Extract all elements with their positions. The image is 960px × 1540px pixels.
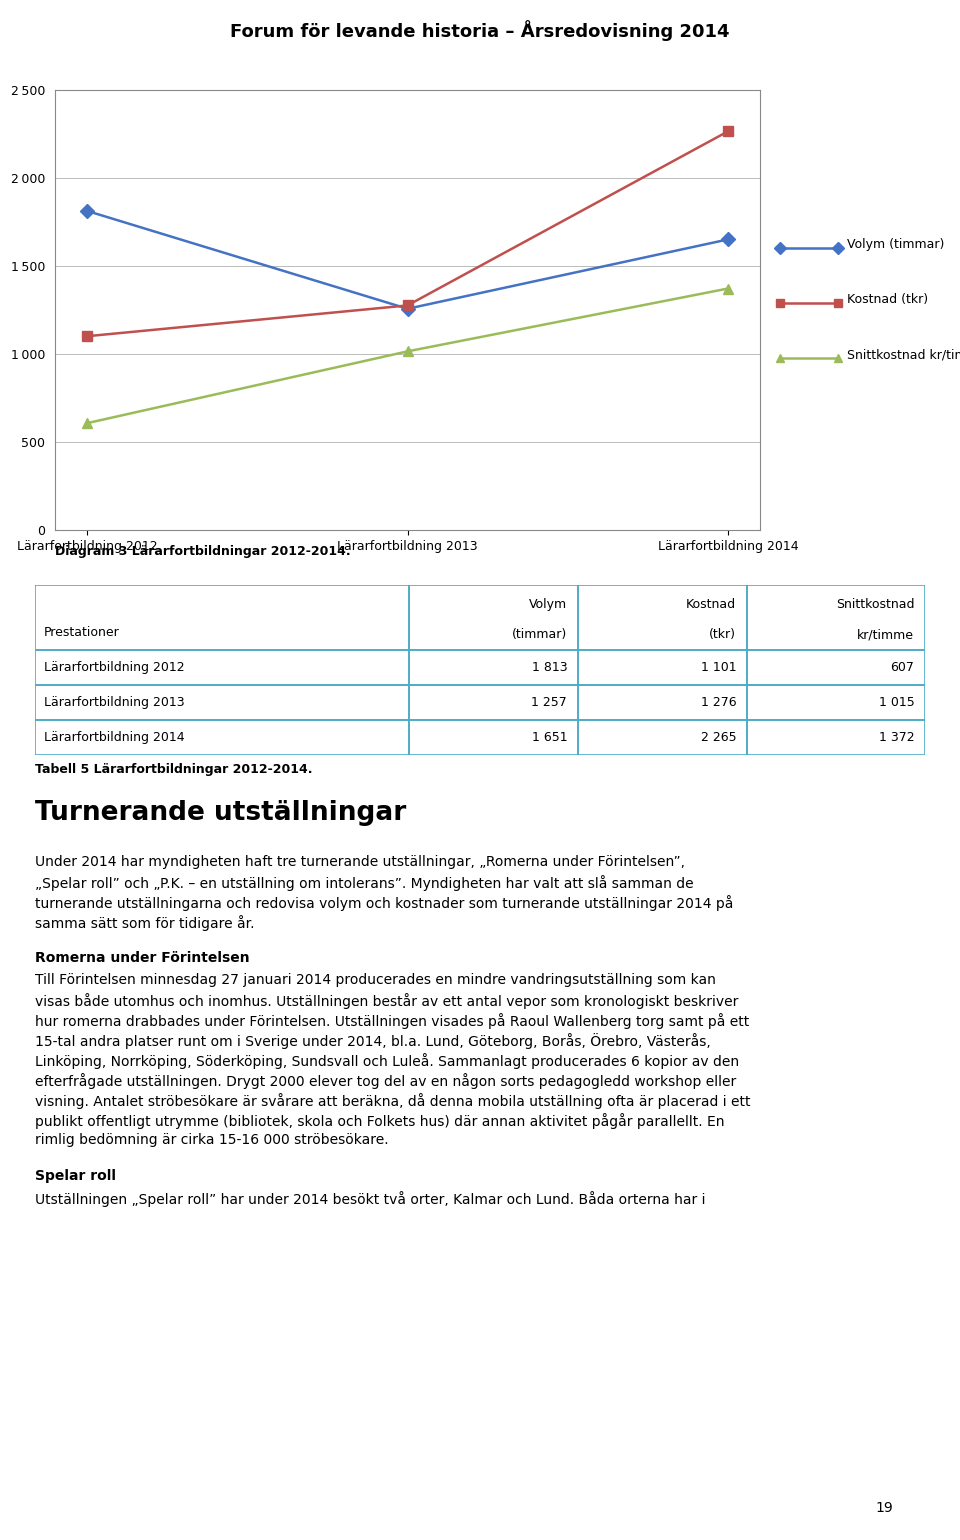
Text: Prestationer: Prestationer [44,627,120,639]
Text: 1 372: 1 372 [878,732,914,744]
Bar [747,650,925,685]
Text: „Spelar roll” och „P.K. – en utställning om intolerans”. Myndigheten har valt at: „Spelar roll” och „P.K. – en utställning… [35,875,693,892]
Bar [578,650,747,685]
Bar [35,650,409,685]
Text: (tkr): (tkr) [709,628,736,641]
Text: Volym: Volym [529,598,567,611]
Text: 1 276: 1 276 [701,696,736,708]
Text: 1 813: 1 813 [532,661,567,673]
Text: Volym (timmar): Volym (timmar) [848,239,945,251]
Bar [578,685,747,719]
Bar [35,585,409,650]
Text: Under 2014 har myndigheten haft tre turnerande utställningar, „Romerna under För: Under 2014 har myndigheten haft tre turn… [35,855,684,869]
Text: Utställningen „Spelar roll” har under 2014 besökt två orter, Kalmar och Lund. Bå: Utställningen „Spelar roll” har under 20… [35,1190,705,1207]
Text: Lärarfortbildning 2013: Lärarfortbildning 2013 [44,696,184,708]
Bar [747,719,925,755]
Text: Lärarfortbildning 2014: Lärarfortbildning 2014 [44,732,184,744]
Text: Till Förintelsen minnesdag 27 januari 2014 producerades en mindre vandringsutstä: Till Förintelsen minnesdag 27 januari 20… [35,973,715,987]
Text: kr/timme: kr/timme [857,628,914,641]
Text: Romerna under Förintelsen: Romerna under Förintelsen [35,952,250,966]
Text: 2 265: 2 265 [701,732,736,744]
Text: Lärarfortbildning 2012: Lärarfortbildning 2012 [44,661,184,673]
Text: Forum för levande historia – Årsredovisning 2014: Forum för levande historia – Årsredovisn… [230,20,730,42]
Bar [578,719,747,755]
Bar [747,685,925,719]
Text: visning. Antalet ströbesökare är svårare att beräkna, då denna mobila utställnin: visning. Antalet ströbesökare är svårare… [35,1093,750,1109]
Text: Turnerande utställningar: Turnerande utställningar [35,799,406,825]
Text: Snittkostnad kr/timme: Snittkostnad kr/timme [848,348,960,360]
Text: Spelar roll: Spelar roll [35,1169,115,1183]
Text: (timmar): (timmar) [512,628,567,641]
Text: 19: 19 [876,1502,893,1515]
Text: Diagram 3 Lärarfortbildningar 2012-2014.: Diagram 3 Lärarfortbildningar 2012-2014. [55,545,350,557]
Bar [578,585,747,650]
Text: samma sätt som för tidigare år.: samma sätt som för tidigare år. [35,915,254,932]
Text: Kostnad: Kostnad [686,598,736,611]
Text: 15-tal andra platser runt om i Sverige under 2014, bl.a. Lund, Göteborg, Borås, : 15-tal andra platser runt om i Sverige u… [35,1033,710,1049]
Text: 1 257: 1 257 [532,696,567,708]
Bar [409,685,578,719]
Text: Tabell 5 Lärarfortbildningar 2012-2014.: Tabell 5 Lärarfortbildningar 2012-2014. [35,762,312,776]
Text: publikt offentligt utrymme (bibliotek, skola och Folkets hus) där annan aktivite: publikt offentligt utrymme (bibliotek, s… [35,1113,724,1129]
Bar [35,719,409,755]
Bar [747,585,925,650]
Text: Linköping, Norrköping, Söderköping, Sundsvall och Luleå. Sammanlagt producerades: Linköping, Norrköping, Söderköping, Sund… [35,1053,738,1069]
Text: efterfrågade utställningen. Drygt 2000 elever tog del av en någon sorts pedagogl: efterfrågade utställningen. Drygt 2000 e… [35,1073,735,1089]
Text: hur romerna drabbades under Förintelsen. Utställningen visades på Raoul Wallenbe: hur romerna drabbades under Förintelsen.… [35,1013,749,1029]
Bar [409,585,578,650]
Text: turnerande utställningarna och redovisa volym och kostnader som turnerande utstä: turnerande utställningarna och redovisa … [35,895,732,912]
Text: 607: 607 [891,661,914,673]
Text: Snittkostnad: Snittkostnad [836,598,914,611]
Bar [409,650,578,685]
Text: 1 015: 1 015 [878,696,914,708]
Text: 1 651: 1 651 [532,732,567,744]
Text: rimlig bedömning är cirka 15-16 000 ströbesökare.: rimlig bedömning är cirka 15-16 000 strö… [35,1133,388,1147]
Text: 1 101: 1 101 [701,661,736,673]
Bar [35,685,409,719]
Text: Kostnad (tkr): Kostnad (tkr) [848,293,928,306]
Text: visas både utomhus och inomhus. Utställningen består av ett antal vepor som kron: visas både utomhus och inomhus. Utställn… [35,993,738,1009]
Bar [409,719,578,755]
